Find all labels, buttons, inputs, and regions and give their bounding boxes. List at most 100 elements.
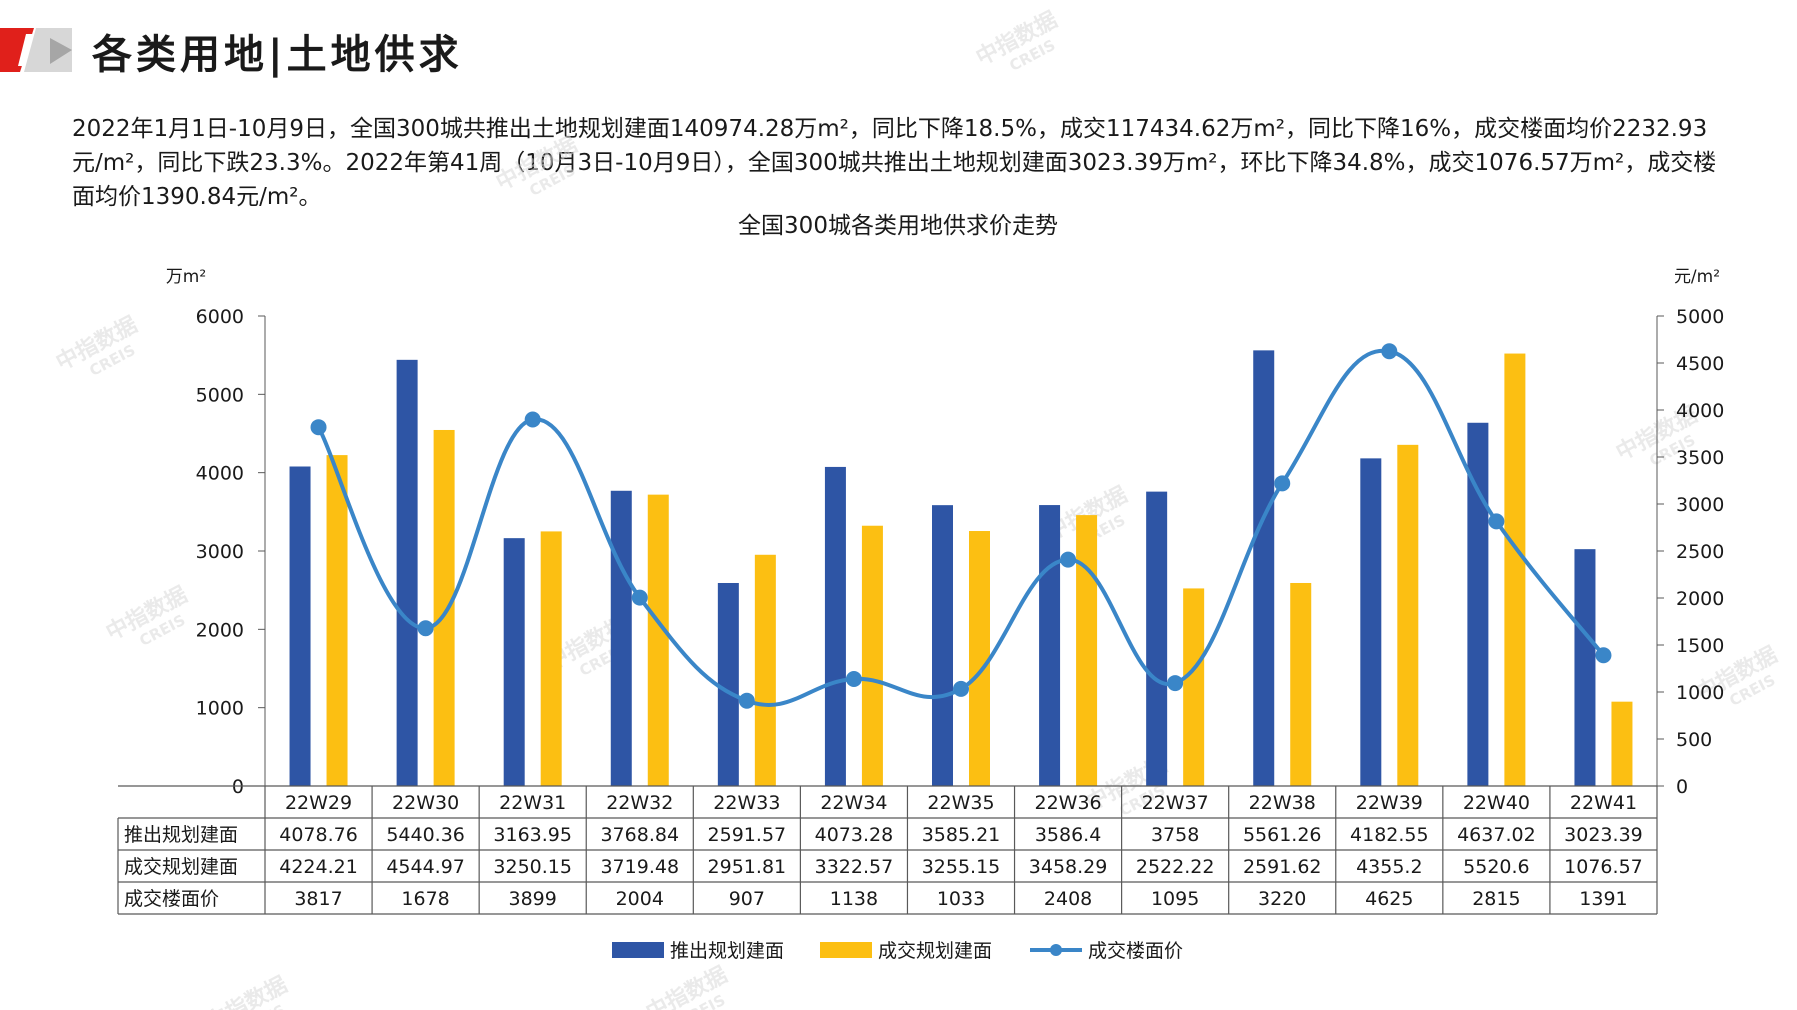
bar-supply xyxy=(1574,549,1596,786)
left-tick-label: 0 xyxy=(232,776,244,798)
category-label: 22W39 xyxy=(1356,792,1423,814)
table-cell: 5561.26 xyxy=(1243,824,1322,846)
table-cell: 1076.57 xyxy=(1564,856,1643,878)
table-cell: 3899 xyxy=(509,888,557,910)
price-point xyxy=(417,620,434,637)
table-cell: 2591.62 xyxy=(1243,856,1322,878)
table-cell: 4078.76 xyxy=(279,824,358,846)
right-tick-label: 500 xyxy=(1676,729,1712,751)
right-tick-label: 3500 xyxy=(1676,447,1724,469)
table-cell: 2522.22 xyxy=(1136,856,1215,878)
price-point xyxy=(631,589,648,606)
table-cell: 3250.15 xyxy=(493,856,572,878)
table-cell: 3768.84 xyxy=(600,824,679,846)
table-cell: 4182.55 xyxy=(1350,824,1429,846)
category-label: 22W29 xyxy=(285,792,352,814)
right-tick-label: 1000 xyxy=(1676,682,1724,704)
bar-supply xyxy=(396,359,418,786)
table-cell: 3719.48 xyxy=(600,856,679,878)
right-tick-label: 0 xyxy=(1676,776,1688,798)
page-title: 各类用地|土地供求 xyxy=(92,32,463,78)
table-cell: 5520.6 xyxy=(1463,856,1529,878)
chart-title: 全国300城各类用地供求价走势 xyxy=(738,213,1058,239)
left-axis-unit: 万m² xyxy=(166,267,206,287)
right-tick-label: 3000 xyxy=(1676,494,1724,516)
price-point xyxy=(738,692,755,709)
legend-swatch-supply xyxy=(612,942,664,958)
bar-deal xyxy=(1397,444,1419,786)
table-cell: 2004 xyxy=(616,888,664,910)
table-cell: 4224.21 xyxy=(279,856,358,878)
table-cell: 2591.57 xyxy=(708,824,787,846)
table-cell: 3458.29 xyxy=(1029,856,1108,878)
bar-deal xyxy=(1504,353,1526,786)
category-label: 22W34 xyxy=(820,792,887,814)
bar-deal xyxy=(861,525,883,786)
right-tick-label: 1500 xyxy=(1676,635,1724,657)
table-cell: 3255.15 xyxy=(922,856,1001,878)
bar-supply xyxy=(503,538,525,786)
bar-supply xyxy=(717,582,739,786)
chart-bars xyxy=(289,350,1633,786)
bar-deal xyxy=(433,429,455,786)
price-point xyxy=(1167,675,1184,692)
bar-supply xyxy=(1360,458,1382,786)
category-label: 22W41 xyxy=(1570,792,1637,814)
table-row-header: 成交楼面价 xyxy=(124,888,219,910)
table-cell: 4637.02 xyxy=(1457,824,1536,846)
summary-text: 2022年1月1日-10月9日，全国300城共推出土地规划建面140974.28… xyxy=(72,116,1717,210)
table-cell: 4544.97 xyxy=(386,856,465,878)
table-cell: 1138 xyxy=(830,888,878,910)
price-point xyxy=(1488,513,1505,530)
table-cell: 5440.36 xyxy=(386,824,465,846)
category-label: 22W32 xyxy=(606,792,673,814)
bar-deal xyxy=(647,494,669,786)
brand-logo xyxy=(0,28,72,72)
category-label: 22W33 xyxy=(713,792,780,814)
left-tick-label: 4000 xyxy=(196,463,244,485)
left-tick-label: 1000 xyxy=(196,698,244,720)
category-label: 22W35 xyxy=(927,792,994,814)
table-cell: 2951.81 xyxy=(708,856,787,878)
legend-label-price: 成交楼面价 xyxy=(1088,940,1183,962)
chart-legend: 推出规划建面 成交规划建面 成交楼面价 xyxy=(612,940,1183,962)
bar-deal xyxy=(1290,582,1312,786)
table-cell: 3758 xyxy=(1151,824,1199,846)
bar-deal xyxy=(1183,588,1205,786)
right-tick-label: 2500 xyxy=(1676,541,1724,563)
chart-axes: 0 1000 2000 3000 4000 5000 6000 0 500 1000 1500 200… xyxy=(196,306,1725,798)
price-point xyxy=(1595,647,1612,664)
bar-supply xyxy=(610,490,632,786)
category-label: 22W38 xyxy=(1249,792,1316,814)
right-axis-unit: 元/m² xyxy=(1674,267,1720,287)
bar-deal xyxy=(754,554,776,786)
table-cell: 1391 xyxy=(1579,888,1627,910)
right-tick-label: 2000 xyxy=(1676,588,1724,610)
price-point xyxy=(524,411,541,428)
table-cell: 4355.2 xyxy=(1356,856,1422,878)
price-point xyxy=(310,419,327,436)
bar-deal xyxy=(969,531,990,786)
table-cell: 3163.95 xyxy=(493,824,572,846)
left-tick-label: 5000 xyxy=(196,384,244,406)
table-cell: 4073.28 xyxy=(815,824,894,846)
bar-supply xyxy=(1039,505,1061,786)
bar-supply xyxy=(932,505,953,786)
table-cell: 907 xyxy=(729,888,765,910)
category-label: 22W37 xyxy=(1142,792,1209,814)
left-tick-label: 3000 xyxy=(196,541,244,563)
table-cell: 1033 xyxy=(937,888,985,910)
table-cell: 3817 xyxy=(294,888,342,910)
price-point xyxy=(1381,343,1398,360)
chart-price-line xyxy=(310,343,1612,709)
bar-supply xyxy=(289,466,311,786)
right-tick-label: 4000 xyxy=(1676,400,1724,422)
bar-supply xyxy=(1467,422,1489,786)
table-cell: 1678 xyxy=(401,888,449,910)
table-cell: 2815 xyxy=(1472,888,1520,910)
price-point xyxy=(845,671,862,688)
